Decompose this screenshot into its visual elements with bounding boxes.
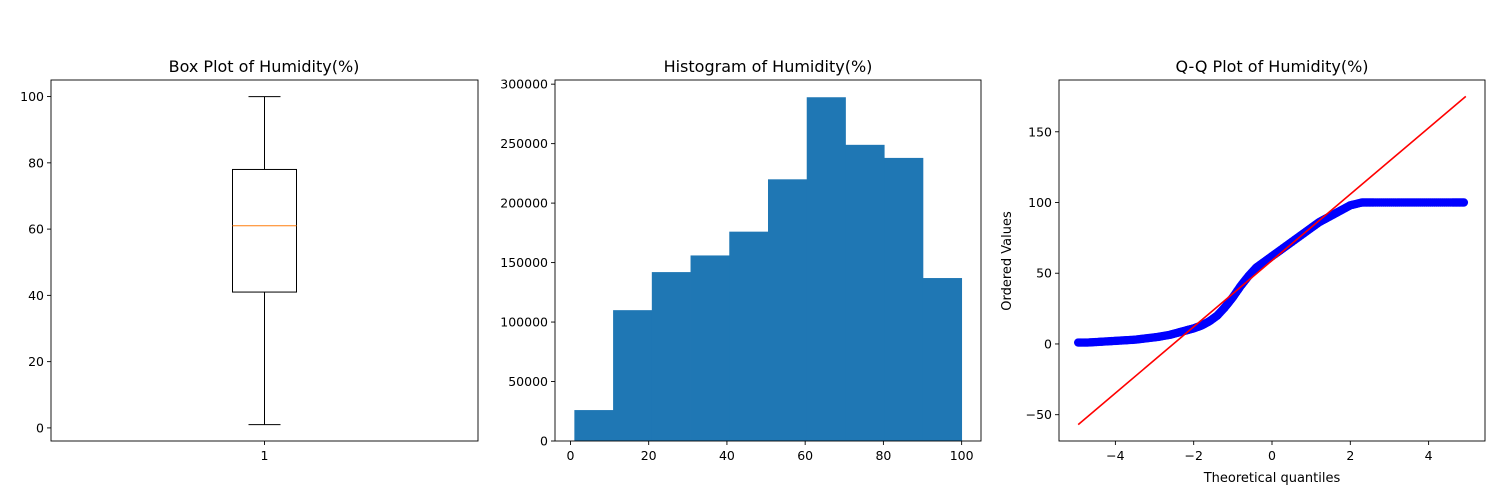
histogram-bar: [729, 231, 769, 441]
qq-ytick-label: 0: [1044, 336, 1052, 351]
box-plot-frame: [50, 79, 479, 442]
hist-xtick-label: 60: [797, 448, 813, 463]
histogram-bar: [845, 144, 885, 441]
qq-ytick-label: −50: [1026, 407, 1052, 422]
histogram-bar: [613, 310, 653, 441]
box-ytick-label: 100: [20, 89, 44, 104]
qq-plot-panel: Q-Q Plot of Humidity(%) −50 0 50 100 150 −4 −2…: [1000, 57, 1486, 486]
qq-plot-frame: [1058, 79, 1486, 442]
histogram-frame: [554, 79, 982, 442]
box-ytick-label: 0: [36, 420, 44, 435]
histogram-panel: Histogram of Humidity(%) 0 50000 100000 150…: [500, 57, 982, 463]
hist-ytick-label: 50000: [508, 374, 548, 389]
qq-xtick-label: −2: [1184, 448, 1202, 463]
hist-ytick-label: 100000: [500, 315, 548, 330]
box-ytick-label: 20: [28, 354, 44, 369]
hist-ytick-label: 300000: [500, 77, 548, 92]
box-ytick-label: 40: [28, 288, 44, 303]
hist-xtick-label: 0: [566, 448, 574, 463]
box-ytick-label: 80: [28, 155, 44, 170]
qq-plot-title: Q-Q Plot of Humidity(%): [1175, 57, 1368, 76]
qq-ytick-label: 50: [1036, 266, 1052, 281]
qq-plot-area: −50 0 50 100 150 −4 −2 0 2 4: [1026, 95, 1469, 463]
histogram-bar: [884, 157, 924, 441]
hist-ytick-label: 0: [540, 434, 548, 449]
box-iqr: [232, 168, 297, 293]
histogram-bar: [922, 278, 963, 441]
box-plot-panel: Box Plot of Humidity(%) 0 20 40 60 80 100 1: [20, 57, 479, 463]
qq-x-axis-label: Theoretical quantiles: [1203, 471, 1341, 486]
hist-xtick-label: 100: [950, 448, 974, 463]
qq-point: [1459, 198, 1469, 207]
qq-xtick-label: 2: [1346, 448, 1354, 463]
qq-y-axis-label: Ordered Values: [1000, 211, 1015, 311]
hist-ytick-label: 250000: [500, 136, 548, 151]
box-xtick-label: 1: [261, 448, 269, 463]
histogram-bar: [574, 410, 614, 441]
qq-ytick-label: 100: [1028, 195, 1052, 210]
qq-ytick-label: 150: [1028, 124, 1052, 139]
histogram-area: 0 50000 100000 150000 200000 250000 300000 0 20 4…: [500, 77, 973, 463]
box-plot-area: 0 20 40 60 80 100 1: [20, 89, 297, 463]
qq-fit-line: [1077, 95, 1467, 426]
histogram-bar: [806, 97, 846, 441]
hist-xtick-label: 40: [719, 448, 735, 463]
hist-ytick-label: 200000: [500, 196, 548, 211]
hist-ytick-label: 150000: [500, 255, 548, 270]
histogram-bar: [651, 272, 691, 441]
box-ytick-label: 60: [28, 222, 44, 237]
histogram-title: Histogram of Humidity(%): [664, 57, 873, 76]
histogram-bar: [768, 179, 808, 441]
qq-xtick-label: 4: [1425, 448, 1433, 463]
qq-xtick-label: −4: [1106, 448, 1124, 463]
qq-xtick-label: 0: [1268, 448, 1276, 463]
box-plot-title: Box Plot of Humidity(%): [169, 57, 360, 76]
hist-xtick-label: 20: [641, 448, 657, 463]
hist-xtick-label: 80: [875, 448, 891, 463]
histogram-bar: [690, 255, 730, 441]
